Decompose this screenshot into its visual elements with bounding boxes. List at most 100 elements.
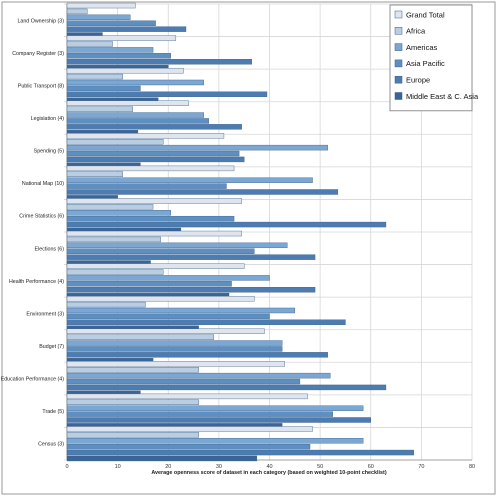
x-tick-label: 70: [418, 464, 424, 470]
bar: [66, 319, 346, 325]
bar: [66, 189, 339, 195]
bar: [66, 8, 88, 15]
bar: [66, 417, 371, 423]
bar: [66, 204, 154, 210]
legend-label: Asia Pacific: [406, 59, 445, 68]
legend-swatch: [394, 27, 403, 35]
category-label: National Map (10): [22, 181, 64, 187]
legend-label: Americas: [406, 43, 438, 52]
bar: [66, 411, 333, 417]
bar: [66, 393, 308, 400]
category-label: Spending (5): [34, 149, 65, 155]
bar: [66, 287, 316, 293]
bar: [66, 438, 364, 444]
bar: [66, 106, 134, 112]
bar: [66, 328, 265, 334]
bar: [66, 177, 313, 183]
bar: [66, 79, 204, 86]
bar: [66, 35, 177, 41]
bar: [66, 53, 171, 59]
bar: [66, 150, 240, 157]
legend-label: Europe: [406, 76, 430, 85]
category-label: Land Ownership (3): [17, 18, 64, 24]
bar: [66, 432, 199, 438]
bar: [66, 281, 232, 287]
x-axis-label: Average openness score of dataset in eac…: [151, 470, 386, 476]
bar: [66, 2, 136, 9]
bar: [66, 443, 311, 450]
x-tick-label: 80: [469, 464, 475, 470]
bar: [66, 41, 113, 47]
bar: [66, 221, 387, 228]
bar: [66, 263, 245, 269]
category-label: Budget (7): [39, 344, 64, 350]
category-label: Legislation (4): [31, 116, 65, 122]
bar: [66, 59, 252, 65]
bar: [66, 26, 187, 32]
x-tick-label: 60: [368, 464, 374, 470]
x-tick-label: 0: [65, 464, 68, 470]
bar: [66, 346, 283, 352]
category-label: Trade (5): [42, 409, 64, 415]
legend-label: Grand Total: [406, 10, 445, 19]
x-tick-labels: 0 10 20 30 40 50 60 70 80: [65, 464, 475, 470]
bar: [66, 171, 123, 177]
bar: [66, 372, 331, 379]
bar: [66, 334, 215, 340]
legend-swatch: [394, 43, 403, 51]
legend: Grand Total Africa Americas Asia Pacific Eur…: [389, 4, 479, 112]
bar: [66, 367, 199, 373]
bar: [66, 426, 313, 432]
bar: [66, 405, 364, 411]
x-tick-label: 50: [317, 464, 323, 470]
bar: [66, 85, 141, 92]
legend-swatch: [394, 59, 403, 68]
bar: [66, 254, 316, 260]
bar: [66, 449, 414, 456]
legend-swatch: [394, 10, 403, 19]
legend-box: [389, 4, 473, 112]
bar: [66, 215, 235, 222]
bar: [66, 399, 199, 405]
bar: [66, 236, 161, 243]
category-labels: Land Ownership (3) Company Register (3) Pu…: [1, 18, 65, 447]
x-tick-label: 30: [216, 464, 222, 470]
bar: [66, 20, 156, 26]
bar: [66, 118, 209, 124]
bar: [66, 183, 227, 189]
bar: [66, 67, 184, 74]
bar: [66, 378, 301, 385]
x-tick-label: 10: [115, 464, 121, 470]
bar: [66, 156, 245, 163]
bar: [66, 384, 387, 391]
bar: [66, 248, 255, 254]
bar: [66, 133, 225, 139]
legend-swatch: [394, 92, 403, 100]
bar: [66, 139, 164, 145]
bar: [66, 91, 268, 97]
bar: [66, 352, 328, 358]
bar: [66, 198, 242, 204]
bar: [66, 301, 146, 308]
bar: [66, 295, 255, 302]
bar: [66, 313, 270, 320]
bars: [66, 2, 414, 462]
category-label: Company Register (3): [12, 51, 64, 57]
x-tick-label: 20: [165, 464, 171, 470]
bar: [66, 361, 285, 367]
bar: [66, 242, 288, 249]
category-label: Crime Statistics (6): [19, 214, 64, 220]
category-label: Census (3): [38, 442, 64, 448]
bar: [66, 275, 270, 281]
bar: [66, 455, 258, 462]
bar: [66, 307, 296, 314]
bar: [66, 47, 154, 53]
bar: [66, 269, 164, 275]
legend-label: Africa: [406, 27, 426, 36]
category-label: Elections (6): [35, 246, 65, 252]
category-label: Public Transport (8): [18, 83, 64, 89]
category-label: Education Performance (4): [1, 377, 65, 383]
x-tick-label: 40: [266, 464, 272, 470]
category-label: Health Performance (4): [9, 279, 64, 285]
bar: [66, 100, 189, 106]
